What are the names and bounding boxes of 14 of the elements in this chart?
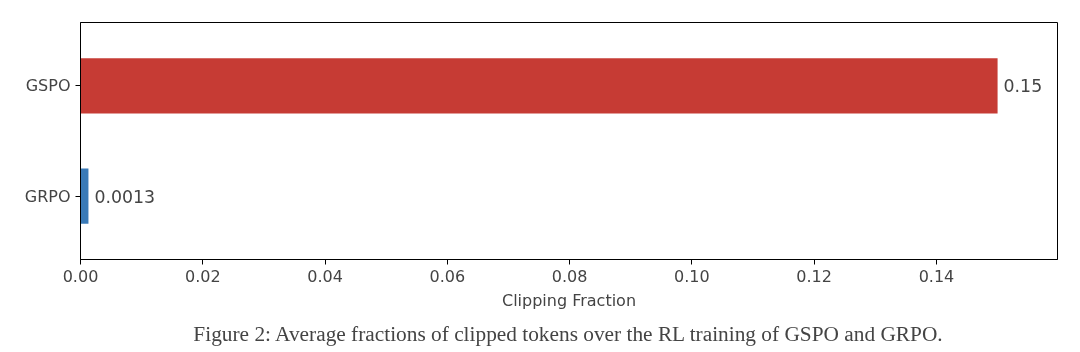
y-tick-label: GRPO (24, 186, 71, 206)
y-tick-label: GSPO (25, 76, 71, 96)
data-label: 0.15 (1003, 76, 1043, 97)
x-tick-label: 0.00 (62, 266, 99, 286)
x-tick-label: 0.06 (429, 266, 466, 286)
data-label: 0.0013 (94, 186, 156, 207)
x-tick-label: 0.10 (674, 266, 710, 286)
x-tick-label: 0.08 (551, 266, 588, 286)
caption: Figure 2: Average fractions of clipped tokens over the RL training of GSPO and GRPO. (193, 321, 943, 346)
x-tick-label: 0.12 (796, 266, 832, 286)
x-tick-label: 0.04 (307, 266, 343, 286)
x-tick-label: 0.14 (918, 266, 955, 286)
x-tick-label: 0.02 (184, 266, 221, 286)
x-axis-title: Clipping Fraction (501, 290, 637, 310)
